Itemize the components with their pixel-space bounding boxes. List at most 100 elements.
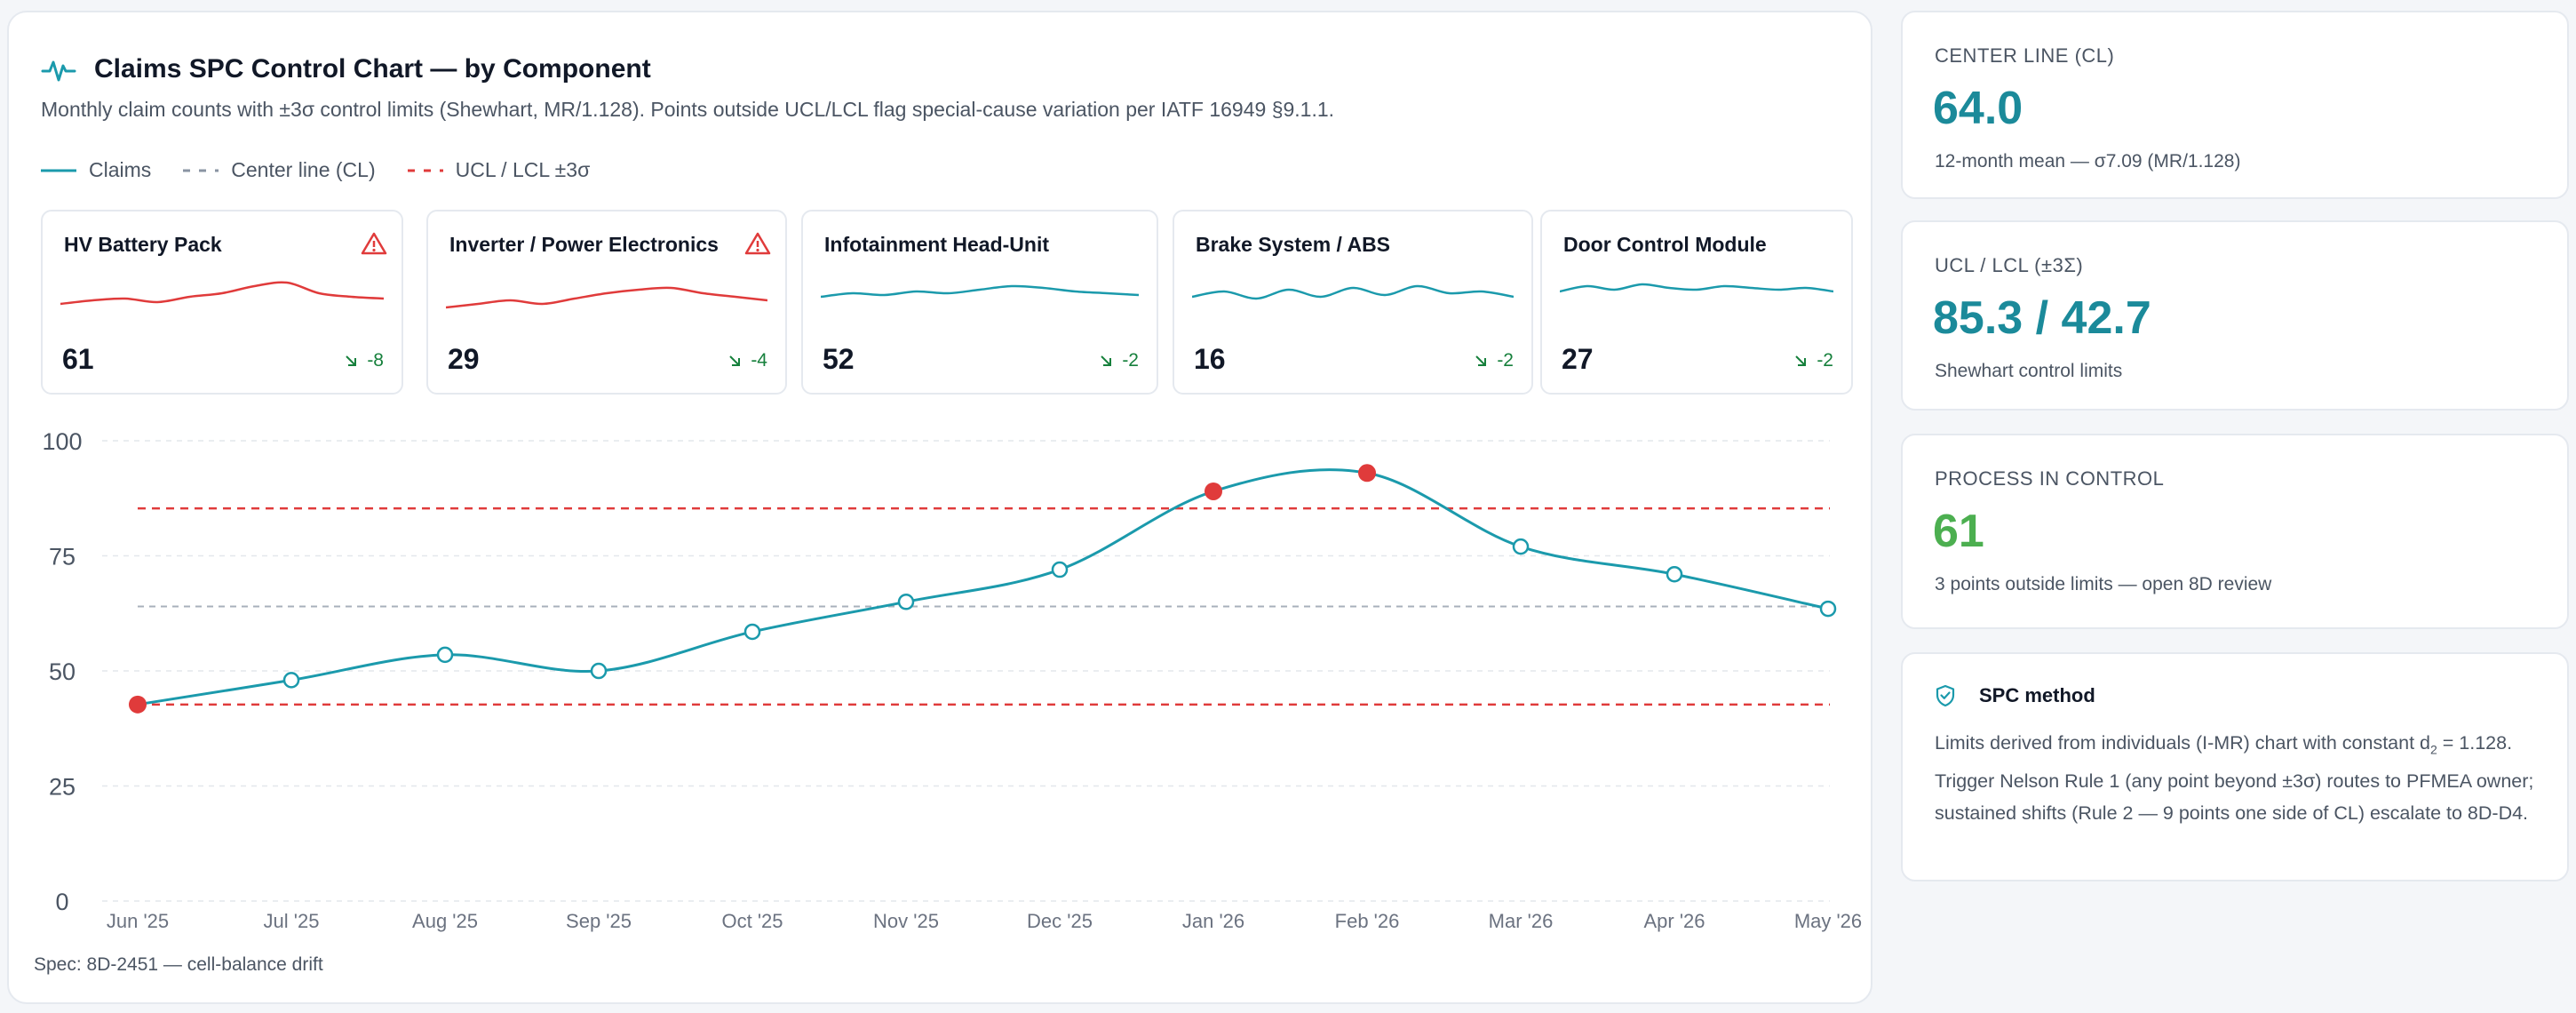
component-card-hv-battery[interactable]: HV Battery Pack 61 -8	[41, 210, 403, 395]
sparkline-path	[60, 281, 384, 306]
kpi-value: 61	[1933, 506, 1984, 557]
legend-label-claims: Claims	[89, 158, 152, 181]
claims-series-line	[137, 468, 1829, 706]
kpi-card-control-limits: UCL / LCL (±3Σ) 85.3 / 42.7 Shewhart con…	[1901, 220, 2569, 411]
method-body-pre: Limits derived from individuals (I-MR) c…	[1935, 732, 2430, 754]
component-delta: -2	[1474, 350, 1514, 371]
data-point[interactable]	[436, 646, 454, 664]
kpi-sub: Shewhart control limits	[1935, 361, 2123, 381]
component-value: 29	[448, 343, 480, 375]
chart-panel: Claims SPC Control Chart — by Component …	[7, 11, 1872, 1004]
component-delta: -4	[727, 350, 767, 371]
x-tick-label: Apr '26	[1643, 910, 1705, 932]
sparkline-path	[821, 284, 1139, 299]
y-tick-label: 75	[49, 544, 76, 570]
component-value: 61	[62, 343, 94, 375]
x-tick-label: Jan '26	[1182, 910, 1244, 932]
y-tick-label: 25	[49, 774, 76, 801]
component-name: Inverter / Power Electronics	[449, 233, 719, 256]
x-tick-label: Jul '25	[264, 910, 320, 932]
control-chart: 0 25 50 75 100 Jun '25 Jul '25 Aug '25 Sep '25 Oc…	[42, 428, 1862, 932]
x-tick-label: May '26	[1794, 910, 1862, 932]
method-body-post: = 1.128. Trigger Nelson Rule 1 (any poin…	[1935, 732, 2534, 825]
spec-footer: Spec: 8D-2451 — cell-balance drift	[34, 954, 323, 975]
data-point[interactable]	[897, 594, 915, 610]
sparkline-path	[1192, 284, 1514, 300]
component-card-infotainment[interactable]: Infotainment Head-Unit 52 -2	[801, 210, 1158, 395]
data-point[interactable]	[1666, 565, 1683, 583]
sparkline	[821, 284, 1139, 299]
data-point[interactable]	[743, 623, 761, 641]
kpi-card-center-line: CENTER LINE (CL) 64.0 12-month mean — σ7…	[1901, 11, 2569, 199]
legend-label-center: Center line (CL)	[231, 158, 376, 181]
component-name: Brake System / ABS	[1196, 233, 1391, 256]
component-delta-value: -4	[751, 350, 767, 371]
method-body-sub: 2	[2430, 742, 2437, 757]
legend-solid-line-icon	[41, 169, 76, 171]
kpi-label: CENTER LINE (CL)	[1935, 44, 2115, 67]
arrow-down-right-icon	[1475, 355, 1487, 366]
sparkline-path	[446, 286, 767, 309]
kpi-value: 64.0	[1933, 83, 2023, 134]
data-point[interactable]	[1512, 538, 1530, 555]
legend-dashed-red-icon	[407, 169, 443, 171]
data-point[interactable]	[590, 662, 608, 680]
component-delta-value: -2	[1497, 350, 1514, 371]
method-body: Limits derived from individuals (I-MR) c…	[1935, 727, 2548, 829]
component-name: Infotainment Head-Unit	[824, 233, 1049, 256]
component-delta: -8	[344, 350, 384, 371]
legend-dashed-gray-icon	[183, 169, 219, 171]
shield-check-icon	[1936, 684, 1955, 707]
x-tick-label: Sep '25	[566, 910, 632, 932]
pulse-icon	[41, 60, 76, 82]
x-tick-label: Dec '25	[1027, 910, 1093, 932]
component-delta: -2	[1793, 350, 1833, 371]
sparkline-path	[1560, 283, 1833, 293]
arrow-down-right-icon	[346, 355, 357, 366]
component-delta: -2	[1099, 350, 1139, 371]
arrow-down-right-icon	[1795, 355, 1807, 366]
component-value: 27	[1562, 343, 1594, 375]
x-tick-label: Mar '26	[1489, 910, 1554, 932]
legend-item-center[interactable]: Center line (CL)	[183, 158, 376, 182]
component-name: HV Battery Pack	[64, 233, 222, 256]
kpi-label: UCL / LCL (±3Σ)	[1935, 254, 2084, 276]
kpi-sub: 12-month mean — σ7.09 (MR/1.128)	[1935, 151, 2241, 171]
spc-method-card: SPC method Limits derived from individua…	[1901, 652, 2569, 881]
x-tick-label: Nov '25	[873, 910, 939, 932]
warning-icon	[361, 232, 387, 255]
out-of-control-point[interactable]	[1358, 464, 1376, 483]
x-tick-label: Jun '25	[107, 910, 169, 932]
component-delta-value: -8	[367, 350, 384, 371]
kpi-value: 85.3 / 42.7	[1933, 292, 2151, 344]
component-delta-value: -2	[1122, 350, 1139, 371]
data-point[interactable]	[1051, 561, 1069, 578]
out-of-control-point[interactable]	[129, 695, 147, 714]
data-point[interactable]	[282, 672, 300, 689]
arrow-down-right-icon	[729, 355, 741, 366]
y-tick-label: 50	[49, 658, 76, 685]
x-tick-label: Feb '26	[1335, 910, 1400, 932]
x-tick-label: Aug '25	[412, 910, 478, 932]
component-card-door[interactable]: Door Control Module 27 -2	[1540, 210, 1853, 395]
method-title-text: SPC method	[1979, 684, 2095, 706]
page-title: Claims SPC Control Chart — by Component	[94, 54, 651, 84]
y-tick-label: 100	[42, 428, 82, 455]
component-card-inverter[interactable]: Inverter / Power Electronics 29 -4	[426, 210, 787, 395]
data-point[interactable]	[1819, 600, 1837, 618]
kpi-sub: 3 points outside limits — open 8D review	[1935, 574, 2272, 594]
legend-item-limits[interactable]: UCL / LCL ±3σ	[407, 158, 590, 182]
sparkline	[1560, 283, 1833, 293]
method-title: SPC method	[1935, 684, 2095, 707]
kpi-label: PROCESS IN CONTROL	[1935, 467, 2165, 490]
legend-item-claims[interactable]: Claims	[41, 158, 151, 182]
component-card-brake[interactable]: Brake System / ABS 16 -2	[1173, 210, 1533, 395]
component-name: Door Control Module	[1563, 233, 1767, 256]
sparkline	[1192, 284, 1514, 300]
arrow-down-right-icon	[1101, 355, 1112, 366]
sparkline	[446, 286, 767, 309]
out-of-control-point[interactable]	[1205, 482, 1222, 500]
y-tick-label: 0	[55, 889, 68, 915]
component-delta-value: -2	[1817, 350, 1833, 371]
chart-legend: Claims Center line (CL) UCL / LCL ±3σ	[41, 158, 622, 182]
